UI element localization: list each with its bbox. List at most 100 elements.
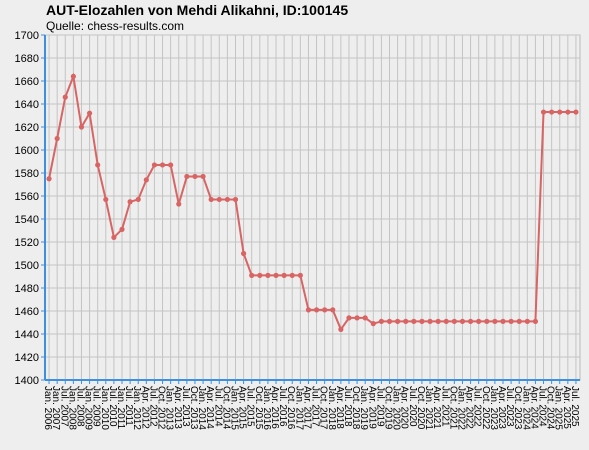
- y-tick-label: 1400: [15, 375, 39, 387]
- data-point: [111, 234, 117, 240]
- data-point: [362, 315, 368, 321]
- data-point: [127, 199, 133, 205]
- data-point: [305, 307, 312, 313]
- data-point: [540, 109, 547, 115]
- data-point: [346, 315, 352, 321]
- x-tick-label: Oct. 2023: [512, 386, 523, 430]
- data-point: [557, 109, 563, 115]
- x-tick-label: Apr. 2020: [399, 386, 410, 429]
- data-point: [46, 176, 52, 182]
- x-tick-label: Jul. 2011: [123, 386, 134, 426]
- data-point: [54, 135, 60, 142]
- x-tick-label: Oct. 2019: [383, 386, 394, 430]
- x-tick-label: Jan. 2008: [66, 386, 77, 430]
- data-point: [549, 109, 555, 115]
- data-point: [378, 318, 385, 324]
- x-tick-label: Jul. 2010: [107, 386, 118, 427]
- x-tick-label: Jan. 2022: [455, 386, 466, 430]
- x-tick-label: Jan. 2021: [423, 386, 434, 430]
- x-tick-label: Apr. 2025: [561, 386, 572, 429]
- x-tick-label: Jan. 2020: [391, 386, 402, 430]
- x-tick-label: Jul. 2020: [407, 386, 418, 427]
- y-tick-label: 1440: [15, 329, 39, 341]
- data-point: [78, 124, 85, 130]
- data-point: [411, 318, 417, 324]
- data-point: [184, 173, 190, 180]
- x-tick-label: Apr. 2015: [237, 386, 248, 429]
- data-point: [86, 110, 93, 116]
- data-point: [443, 318, 449, 324]
- data-point: [573, 109, 579, 115]
- data-point: [208, 196, 214, 203]
- x-tick-label: Oct. 2016: [285, 386, 296, 430]
- x-tick-label: Oct. 2024: [545, 386, 556, 430]
- x-tick-label: Jan. 2010: [99, 386, 110, 430]
- data-point: [500, 318, 506, 324]
- data-point: [516, 318, 522, 324]
- data-point: [95, 162, 101, 168]
- data-point: [532, 318, 539, 324]
- y-tick-label: 1680: [15, 53, 39, 65]
- x-tick-label: Jan. 2009: [83, 386, 94, 430]
- data-point: [508, 318, 514, 324]
- x-tick-label: Oct. 2020: [415, 386, 426, 430]
- y-tick-label: 1520: [15, 237, 39, 249]
- y-tick-label: 1660: [15, 76, 39, 88]
- x-tick-label: Jan. 2019: [358, 386, 369, 430]
- y-tick-label: 1420: [15, 352, 39, 364]
- x-tick-label: Apr. 2019: [366, 386, 377, 429]
- x-tick-label: Jul. 2007: [58, 386, 69, 427]
- x-tick-label: Oct. 2012: [156, 386, 167, 430]
- data-point: [419, 318, 425, 324]
- x-tick-label: Jul. 2015: [245, 386, 256, 427]
- x-tick-label: Apr. 2017: [301, 386, 312, 429]
- y-tick-label: 1560: [15, 191, 39, 203]
- data-point: [467, 318, 474, 324]
- x-tick-label: Jul. 2008: [74, 386, 85, 427]
- data-point: [330, 307, 336, 313]
- y-tick-label: 1500: [15, 260, 39, 272]
- x-tick-label: Apr. 2012: [139, 386, 150, 429]
- data-point: [192, 173, 198, 180]
- data-point: [403, 318, 409, 324]
- data-point: [459, 318, 466, 324]
- y-tick-label: 1480: [15, 283, 39, 295]
- x-tick-label: Jul. 2009: [91, 386, 102, 427]
- data-point: [103, 196, 109, 203]
- data-point: [492, 318, 498, 324]
- data-point: [565, 109, 571, 115]
- x-tick-label: Jul. 2021: [439, 386, 450, 427]
- x-tick-label: Oct. 2017: [318, 386, 329, 430]
- y-tick-label: 1580: [15, 168, 39, 180]
- x-tick-label: Jul. 2012: [147, 386, 158, 427]
- data-point: [224, 196, 230, 203]
- x-tick-label: Jan. 2011: [115, 386, 126, 430]
- x-tick-label: Apr. 2013: [172, 386, 183, 429]
- data-point: [476, 318, 482, 324]
- data-point: [484, 318, 490, 324]
- plot-area: [44, 34, 581, 381]
- data-point: [176, 201, 182, 207]
- x-tick-label: Jul. 2025: [569, 386, 580, 427]
- x-tick-label: Oct. 2013: [188, 386, 199, 430]
- x-tick-label: Jan. 2018: [326, 386, 337, 430]
- x-tick-label: Jul. 2018: [342, 386, 353, 427]
- data-point: [370, 321, 376, 327]
- x-tick-label: Oct. 2015: [253, 386, 264, 430]
- x-tick-label: Apr. 2018: [334, 386, 345, 429]
- x-tick-label: Jan. 2014: [196, 386, 207, 430]
- data-point: [265, 272, 271, 278]
- y-tick-label: 1640: [15, 99, 39, 111]
- x-tick-label: Jan. 2015: [228, 386, 239, 430]
- data-point: [338, 326, 344, 332]
- data-point: [313, 307, 320, 313]
- data-point: [281, 272, 287, 278]
- x-tick-label: Jan. 2025: [553, 386, 564, 430]
- x-tick-label: Apr. 2023: [496, 386, 507, 429]
- data-point: [322, 307, 328, 313]
- y-tick-label: 1540: [15, 214, 39, 226]
- x-tick-label: Jul. 2024: [537, 386, 548, 427]
- x-tick-label: Jan. 2016: [261, 386, 272, 430]
- x-tick-label: Jul. 2017: [310, 386, 321, 427]
